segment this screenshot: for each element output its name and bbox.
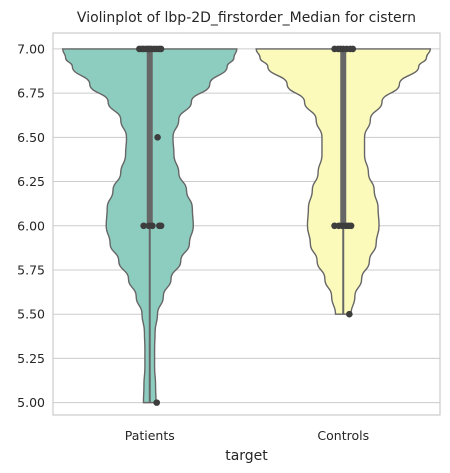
data-point	[157, 45, 165, 53]
chart-title: Violinplot of lbp-2D_firstorder_Median f…	[77, 10, 416, 26]
x-tick-label: Controls	[317, 428, 369, 443]
y-tick-label: 6.50	[17, 130, 45, 145]
y-tick-label: 6.00	[17, 218, 45, 233]
y-tick-label: 6.75	[17, 86, 45, 101]
data-point	[157, 222, 165, 230]
y-tick-label: 5.25	[17, 351, 45, 366]
data-point	[346, 310, 353, 318]
y-tick-labels: 5.00 5.25 5.50 5.75 6.00 6.25 6.50 6.75 7.00	[17, 41, 45, 410]
data-point	[153, 399, 161, 406]
data-point	[347, 222, 355, 230]
y-tick-label: 7.00	[17, 41, 45, 56]
y-tick-label: 5.50	[17, 307, 45, 322]
y-tick-label: 5.75	[17, 262, 45, 277]
data-point	[140, 222, 147, 230]
x-tick-labels: Patients Controls	[125, 428, 369, 443]
data-point	[154, 134, 161, 141]
plot-frame	[52, 32, 441, 416]
x-axis-label: target	[225, 448, 268, 464]
point-layer	[136, 45, 357, 406]
x-tick-label: Patients	[125, 428, 175, 443]
data-point	[149, 222, 156, 230]
y-tick-label: 5.00	[17, 395, 45, 410]
y-tick-label: 6.25	[17, 174, 45, 189]
data-point	[349, 45, 357, 53]
